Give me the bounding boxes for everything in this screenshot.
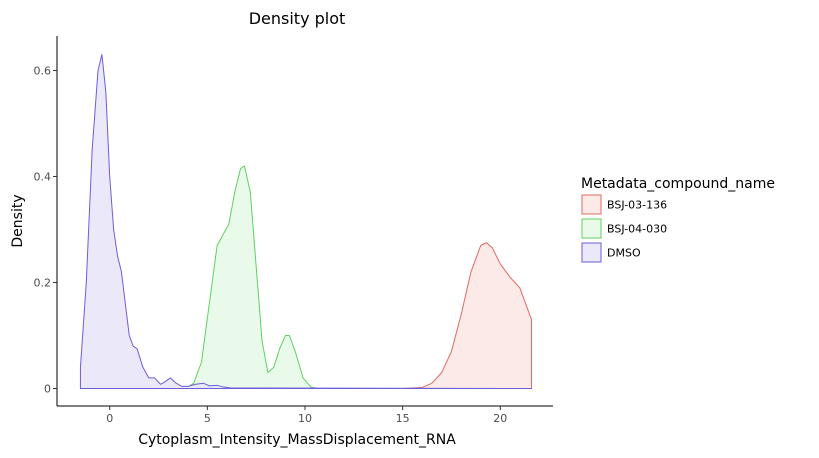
plot-title: Density plot xyxy=(249,9,346,28)
x-tick-label: 5 xyxy=(204,412,211,425)
y-ticks: 0 0.2 0.4 0.6 xyxy=(34,64,57,396)
x-tick-label: 10 xyxy=(298,412,312,425)
density-area-bsj-04-030 xyxy=(79,165,533,390)
legend-items: BSJ-03-136 BSJ-04-030 DMSO xyxy=(581,194,667,263)
legend-label-dmso: DMSO xyxy=(607,247,641,260)
legend: Metadata_compound_name BSJ-03-136 BSJ-04-… xyxy=(581,176,775,263)
y-tick-label: 0.6 xyxy=(34,64,52,77)
y-tick-label: 0 xyxy=(44,383,51,396)
density-area-bsj-03-136 xyxy=(79,242,533,390)
y-axis-title: Density xyxy=(10,194,26,247)
y-tick-label: 0.2 xyxy=(34,276,52,289)
legend-key-bsj-04-030 xyxy=(581,218,602,239)
x-ticks: 0 5 10 15 20 xyxy=(106,406,507,425)
legend-label-bsj-03-136: BSJ-03-136 xyxy=(607,199,667,212)
legend-title: Metadata_compound_name xyxy=(581,176,775,192)
x-tick-label: 20 xyxy=(493,412,507,425)
x-axis-title: Cytoplasm_Intensity_MassDisplacement_RNA xyxy=(138,432,456,448)
series-layer xyxy=(79,54,533,390)
density-area-dmso xyxy=(79,54,533,390)
legend-key-bsj-03-136 xyxy=(581,194,602,215)
x-tick-label: 0 xyxy=(106,412,113,425)
legend-label-bsj-04-030: BSJ-04-030 xyxy=(607,223,667,236)
y-tick-label: 0.4 xyxy=(34,170,52,183)
legend-key-dmso xyxy=(581,242,602,263)
x-tick-label: 15 xyxy=(396,412,410,425)
